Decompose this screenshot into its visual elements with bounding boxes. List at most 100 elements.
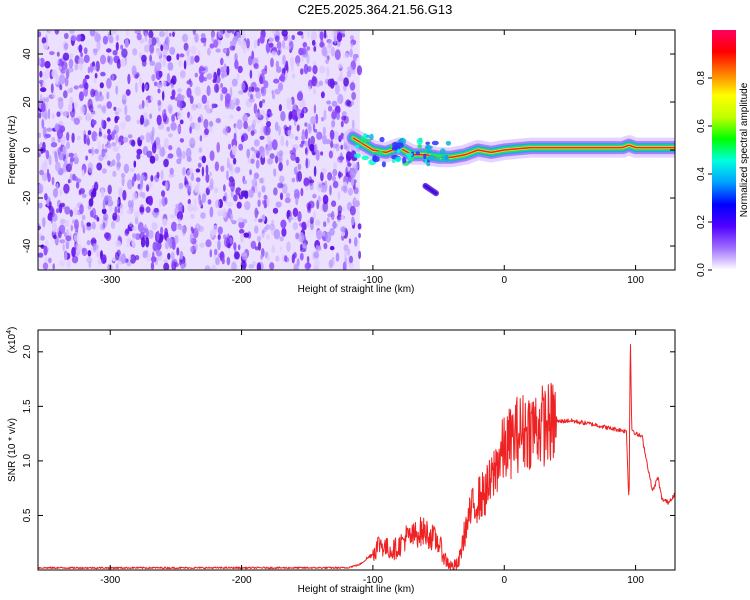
noise-speckle — [249, 169, 253, 176]
noise-speckle — [327, 78, 333, 87]
noise-speckle — [233, 194, 238, 202]
noise-speckle — [303, 177, 310, 187]
noise-speckle — [107, 128, 111, 135]
noise-speckle — [145, 99, 149, 108]
noise-speckle — [56, 182, 59, 190]
noise-speckle — [102, 198, 106, 210]
noise-speckle — [163, 262, 170, 270]
noise-speckle — [164, 227, 169, 238]
noise-speckle — [133, 173, 137, 182]
noise-speckle — [282, 54, 286, 65]
noise-speckle — [292, 207, 299, 217]
noise-speckle — [237, 167, 241, 172]
noise-speckle — [254, 207, 259, 219]
spectrogram-y-tick-label: 0 — [22, 147, 33, 153]
noise-speckle — [231, 220, 237, 225]
noise-speckle — [333, 161, 338, 170]
noise-speckle — [41, 162, 47, 172]
noise-speckle — [232, 96, 236, 104]
signal-blotch — [372, 156, 380, 163]
noise-speckle — [86, 222, 91, 227]
noise-speckle — [298, 232, 305, 243]
noise-speckle — [306, 185, 309, 192]
noise-speckle — [88, 261, 92, 268]
signal-blotch — [392, 145, 399, 151]
noise-speckle — [175, 203, 181, 209]
noise-speckle — [176, 100, 183, 108]
colorbar: 0.0 0.2 0.4 0.6 0.8 Normalized spectral ampl… — [696, 30, 750, 277]
noise-speckle — [103, 134, 107, 140]
noise-speckle — [269, 262, 275, 270]
noise-speckle — [307, 31, 310, 38]
noise-speckle — [188, 185, 192, 193]
noise-speckle — [228, 163, 232, 172]
noise-speckle — [76, 244, 82, 253]
noise-speckle — [125, 228, 130, 235]
noise-speckle — [123, 163, 130, 174]
noise-speckle — [253, 39, 258, 49]
noise-speckle — [286, 159, 289, 166]
noise-speckle — [205, 164, 209, 175]
noise-speckle — [73, 206, 78, 216]
colorbar-ticks: 0.0 0.2 0.4 0.6 0.8 — [696, 71, 712, 277]
noise-speckle — [69, 158, 73, 168]
noise-speckle — [215, 48, 221, 53]
noise-speckle — [204, 128, 209, 136]
noise-speckle — [55, 161, 61, 172]
noise-speckle — [146, 252, 152, 262]
noise-speckle — [65, 241, 70, 248]
noise-speckle — [350, 167, 356, 179]
noise-speckle — [151, 74, 156, 82]
noise-speckle — [217, 239, 221, 251]
noise-speckle — [102, 222, 106, 229]
noise-speckle — [350, 35, 354, 41]
noise-speckle — [39, 94, 43, 101]
signal-blotch — [369, 133, 374, 141]
noise-speckle — [238, 220, 245, 229]
noise-speckle — [158, 70, 163, 78]
noise-speckle — [332, 143, 339, 149]
noise-speckle — [115, 133, 119, 144]
noise-speckle — [331, 100, 338, 107]
noise-speckle — [351, 216, 355, 226]
noise-speckle — [209, 43, 215, 49]
signal-blotch — [359, 137, 367, 144]
noise-speckle — [179, 150, 183, 161]
noise-speckle — [279, 236, 284, 242]
noise-speckle — [150, 135, 154, 145]
noise-speckle — [251, 123, 255, 130]
noise-speckle — [291, 34, 296, 41]
noise-speckle — [347, 187, 354, 196]
noise-speckle — [131, 139, 136, 147]
noise-speckle — [162, 56, 166, 68]
noise-speckle — [274, 155, 279, 164]
noise-speckle — [83, 54, 90, 63]
noise-speckle — [42, 42, 49, 50]
noise-speckle — [171, 221, 177, 232]
noise-speckle — [139, 52, 142, 59]
signal-blotch — [395, 156, 401, 163]
noise-speckle — [240, 233, 245, 243]
noise-speckle — [266, 121, 271, 128]
noise-speckle — [338, 156, 345, 161]
noise-speckle — [314, 143, 318, 153]
noise-speckle — [349, 82, 356, 91]
noise-speckle — [43, 245, 48, 256]
noise-speckle — [323, 242, 328, 250]
noise-speckle — [236, 106, 241, 112]
noise-speckle — [323, 109, 327, 121]
noise-speckle — [244, 201, 251, 211]
noise-speckle — [330, 210, 335, 221]
noise-speckle — [190, 45, 197, 55]
noise-speckle — [331, 120, 336, 128]
noise-speckle — [231, 78, 238, 87]
noise-speckle — [167, 62, 174, 71]
noise-speckle — [313, 165, 317, 177]
noise-speckle — [299, 143, 304, 148]
noise-speckle — [176, 53, 180, 61]
signal-blotch — [425, 149, 432, 154]
noise-speckle — [163, 80, 167, 87]
noise-speckle — [296, 108, 303, 120]
noise-speckle — [271, 30, 277, 35]
noise-speckle — [88, 104, 94, 112]
